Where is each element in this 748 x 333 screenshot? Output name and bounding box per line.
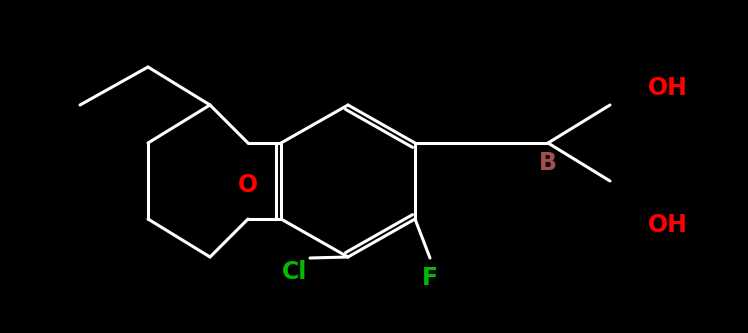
Text: OH: OH: [648, 213, 688, 237]
Text: OH: OH: [648, 76, 688, 100]
Text: O: O: [238, 173, 258, 197]
Text: Cl: Cl: [282, 260, 307, 284]
Text: F: F: [422, 266, 438, 290]
Text: B: B: [539, 151, 557, 175]
